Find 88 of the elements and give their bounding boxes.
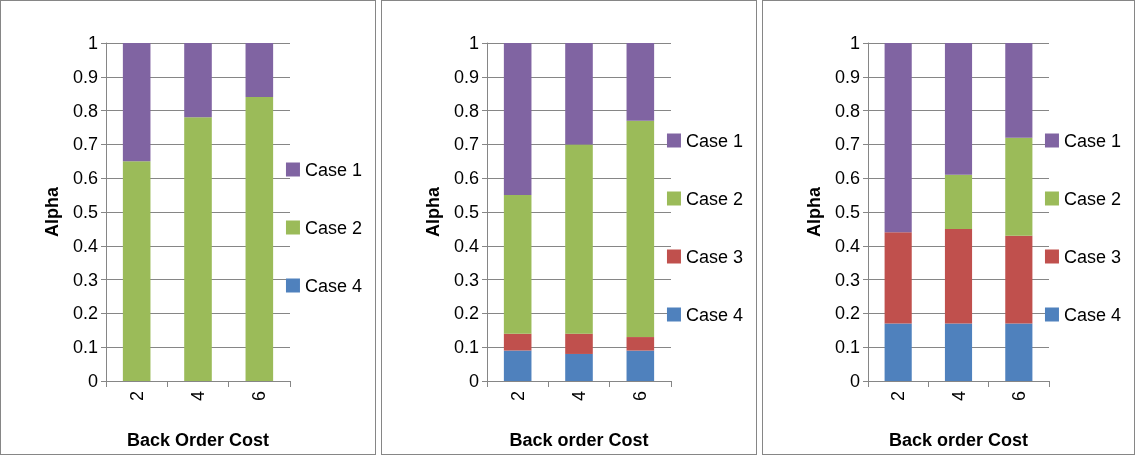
bar bbox=[565, 353, 593, 381]
y-tick-label: 0.5 bbox=[453, 202, 479, 222]
bar bbox=[503, 43, 532, 196]
y-tick-label: 0.3 bbox=[72, 269, 98, 290]
y-tick-label: 0.9 bbox=[834, 66, 860, 87]
y-tick-label: 0.5 bbox=[72, 202, 98, 222]
bar bbox=[944, 174, 973, 229]
bar bbox=[245, 43, 274, 98]
y-tick-label: 0.9 bbox=[453, 66, 479, 87]
y-tick-label: 0.2 bbox=[834, 303, 860, 324]
bar bbox=[884, 43, 912, 233]
bar bbox=[122, 43, 151, 162]
y-axis-title: Alpha bbox=[423, 186, 443, 238]
bar bbox=[503, 333, 532, 351]
legend-label: Case 3 bbox=[685, 246, 744, 267]
legend-label: Case 2 bbox=[685, 188, 744, 209]
y-tick-label: 0.2 bbox=[72, 303, 98, 324]
y-axis-title: Alpha bbox=[804, 186, 824, 238]
bar bbox=[884, 232, 912, 324]
legend-label: Case 4 bbox=[304, 275, 363, 296]
y-tick-label: 0.1 bbox=[72, 337, 98, 358]
bar bbox=[626, 43, 655, 121]
y-tick-label: 0 bbox=[87, 371, 98, 391]
x-tick-label: 4 bbox=[948, 391, 969, 402]
y-tick-label: 0 bbox=[468, 371, 479, 391]
bar bbox=[184, 117, 212, 381]
legend-label: Case 1 bbox=[1063, 130, 1122, 151]
legend-label: Case 4 bbox=[685, 304, 744, 325]
y-tick-label: 0.6 bbox=[834, 168, 860, 189]
x-axis-title: Back order Cost bbox=[888, 430, 1029, 450]
y-tick-label: 1 bbox=[87, 33, 98, 53]
y-tick-label: 0.4 bbox=[834, 235, 860, 256]
bar bbox=[503, 195, 532, 334]
bar bbox=[944, 323, 973, 381]
bar bbox=[944, 43, 973, 175]
bar bbox=[1005, 235, 1033, 324]
bar bbox=[884, 323, 912, 381]
x-axis-title: Back Order Cost bbox=[126, 430, 270, 450]
bar bbox=[1005, 137, 1033, 236]
y-tick-label: 0.9 bbox=[72, 66, 98, 87]
bar bbox=[565, 43, 593, 145]
y-tick-label: 0.8 bbox=[72, 100, 98, 121]
bar bbox=[184, 43, 212, 118]
y-tick-label: 0.6 bbox=[453, 168, 479, 189]
bar bbox=[1005, 43, 1033, 138]
x-tick-label: 2 bbox=[888, 391, 909, 402]
y-tick-label: 0.2 bbox=[453, 303, 479, 324]
y-tick-label: 0.3 bbox=[453, 269, 479, 290]
x-tick-label: 4 bbox=[188, 391, 208, 402]
x-tick-label: 2 bbox=[126, 391, 147, 402]
bar bbox=[565, 144, 593, 334]
y-tick-label: 0.1 bbox=[453, 337, 479, 358]
legend-label: Case 4 bbox=[1063, 304, 1122, 325]
legend-label: Case 1 bbox=[304, 159, 363, 180]
y-tick-label: 0.8 bbox=[834, 100, 860, 121]
x-tick-label: 6 bbox=[1008, 391, 1029, 402]
legend-label: Case 3 bbox=[1063, 246, 1122, 267]
y-tick-label: 0.7 bbox=[72, 134, 98, 155]
x-tick-label: 6 bbox=[630, 391, 651, 402]
y-tick-label: 1 bbox=[468, 33, 479, 53]
bar bbox=[503, 350, 532, 381]
y-tick-label: 0.3 bbox=[834, 269, 860, 290]
x-tick-label: 4 bbox=[569, 391, 589, 402]
bar bbox=[245, 97, 274, 381]
y-tick-label: 0.4 bbox=[453, 235, 479, 256]
y-tick-label: 0 bbox=[849, 371, 860, 391]
bar bbox=[1005, 323, 1033, 381]
y-tick-label: 0.8 bbox=[453, 100, 479, 121]
y-tick-label: 0.7 bbox=[834, 134, 860, 155]
bar bbox=[944, 228, 973, 324]
y-tick-label: 1 bbox=[849, 33, 860, 53]
y-tick-label: 0.6 bbox=[72, 168, 98, 189]
y-tick-label: 0.5 bbox=[834, 202, 860, 222]
bar bbox=[626, 120, 655, 338]
legend-label: Case 2 bbox=[1063, 188, 1122, 209]
bar bbox=[626, 350, 655, 381]
y-tick-label: 0.7 bbox=[453, 134, 479, 155]
x-tick-label: 2 bbox=[507, 391, 528, 402]
x-tick-label: 6 bbox=[249, 391, 270, 402]
bar bbox=[122, 161, 151, 381]
legend-label: Case 2 bbox=[304, 217, 363, 238]
x-axis-title: Back order Cost bbox=[509, 430, 649, 450]
y-tick-label: 0.4 bbox=[72, 235, 98, 256]
bar bbox=[565, 333, 593, 354]
y-axis-title: Alpha bbox=[42, 186, 62, 238]
legend-label: Case 1 bbox=[685, 130, 744, 151]
y-tick-label: 0.1 bbox=[834, 337, 860, 358]
bar bbox=[626, 337, 655, 351]
